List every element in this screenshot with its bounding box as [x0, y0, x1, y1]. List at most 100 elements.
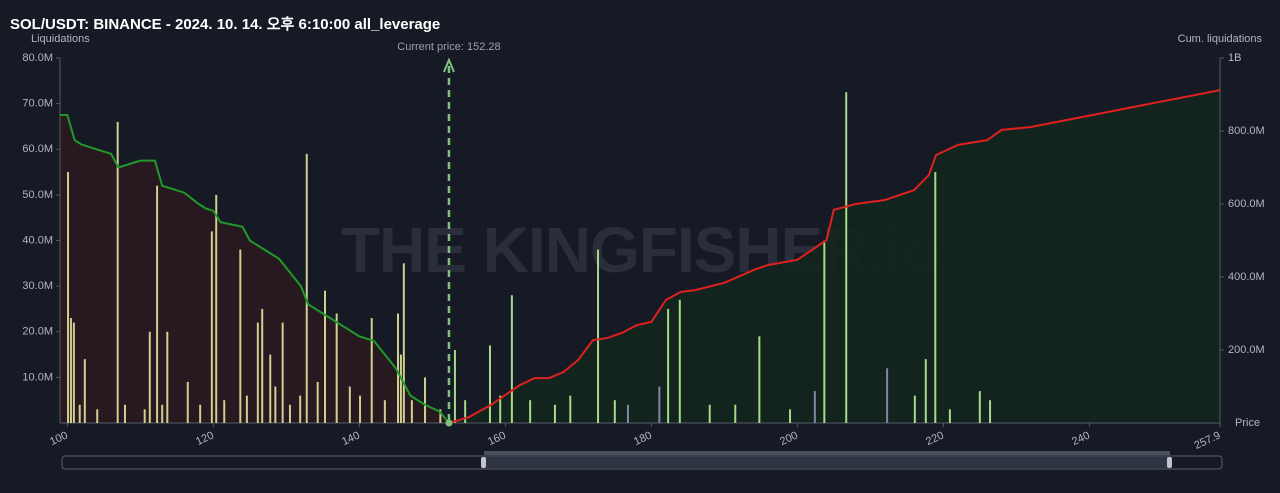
bar	[924, 359, 927, 423]
bar	[453, 350, 456, 423]
y-axis-label: Liquidations	[31, 33, 90, 45]
bar	[69, 318, 72, 423]
plot: 10.0M 20.0M 30.0M 40.0M 50.0M 60.0M 70.0M 80.0M…	[22, 41, 1264, 452]
bar	[305, 153, 308, 423]
bar	[464, 400, 467, 423]
bar	[439, 409, 442, 423]
bar	[734, 404, 737, 423]
bar	[215, 194, 218, 423]
bar	[488, 345, 491, 423]
bar	[67, 172, 70, 423]
cum-area	[448, 90, 1220, 424]
y2-tick-label: 400.0M	[1228, 271, 1265, 283]
bar	[359, 395, 362, 423]
bar	[667, 308, 670, 423]
y2-tick-label: 200.0M	[1228, 344, 1265, 356]
bar	[989, 400, 992, 423]
bar	[274, 386, 277, 423]
current-price-label: Current price: 152.28	[397, 41, 500, 53]
x-tick-label: 160	[486, 429, 508, 448]
y2-axis-label: Cum. liquidations	[1178, 33, 1263, 45]
slider-handle[interactable]	[1167, 457, 1172, 468]
y-tick-label: 10.0M	[22, 371, 53, 383]
bar	[72, 322, 75, 423]
bar	[348, 386, 351, 423]
bar	[261, 308, 264, 423]
bar	[410, 400, 413, 423]
bar	[335, 313, 338, 423]
bar	[223, 400, 226, 423]
bar	[199, 404, 202, 423]
bar	[813, 391, 816, 423]
y-tick-label: 20.0M	[22, 326, 53, 338]
current-price-arrow	[443, 57, 455, 73]
bar	[934, 172, 937, 423]
bar	[913, 395, 916, 423]
bar	[978, 391, 981, 423]
x-tick-label: 100	[48, 429, 70, 448]
bar	[186, 381, 189, 423]
chart-title: SOL/USDT: BINANCE - 2024. 10. 14. 오후 6:1…	[10, 16, 440, 33]
bar	[845, 92, 848, 423]
bar	[510, 295, 513, 423]
bar	[678, 299, 681, 423]
bar	[78, 404, 81, 423]
zoom-slider[interactable]	[61, 451, 1223, 470]
bar	[269, 354, 272, 423]
bar	[399, 354, 402, 423]
bar	[529, 400, 532, 423]
bar	[96, 409, 99, 423]
bar	[424, 377, 427, 423]
bar	[708, 404, 711, 423]
cum-line	[448, 89, 1221, 424]
bar	[323, 290, 326, 423]
y2-tick-label: 800.0M	[1228, 125, 1265, 137]
x-axis-label: Price	[1235, 417, 1260, 429]
x-tick-label: 220	[924, 429, 946, 448]
bar	[948, 409, 951, 423]
bar	[143, 409, 146, 423]
bar	[789, 409, 792, 423]
cum-line	[60, 114, 450, 424]
bar	[299, 395, 302, 423]
bar	[658, 386, 661, 423]
bar	[239, 249, 242, 423]
y-tick-label: 80.0M	[22, 52, 53, 64]
bar	[402, 263, 405, 423]
bar	[597, 249, 600, 423]
bar	[499, 395, 502, 423]
bar	[823, 240, 826, 423]
bar	[210, 231, 213, 423]
slider-top	[484, 451, 1170, 455]
bar	[396, 313, 399, 423]
bar	[245, 395, 248, 423]
bar	[148, 331, 151, 423]
bar	[281, 322, 284, 423]
bar	[123, 404, 126, 423]
x-tick-label: 240	[1070, 429, 1092, 448]
x-tick-label: 200	[778, 429, 800, 448]
bar	[370, 318, 373, 423]
y-tick-label: 60.0M	[22, 143, 53, 155]
current-price-dot	[445, 419, 453, 427]
slider-handle[interactable]	[481, 457, 486, 468]
bar	[156, 185, 159, 423]
y-tick-label: 30.0M	[22, 280, 53, 292]
slider-window[interactable]	[484, 456, 1170, 469]
bar	[116, 121, 119, 423]
bar	[256, 322, 259, 423]
x-tick-label: 257.9	[1192, 429, 1222, 452]
bar	[613, 400, 616, 423]
x-tick-label: 120	[194, 429, 216, 448]
bar	[383, 400, 386, 423]
y-tick-label: 40.0M	[22, 234, 53, 246]
bar	[886, 368, 889, 423]
bar	[316, 381, 319, 423]
bar	[758, 336, 761, 423]
bar	[288, 404, 291, 423]
bar	[166, 331, 169, 423]
bar	[83, 359, 86, 423]
y-tick-label: 70.0M	[22, 98, 53, 110]
bar	[569, 395, 572, 423]
